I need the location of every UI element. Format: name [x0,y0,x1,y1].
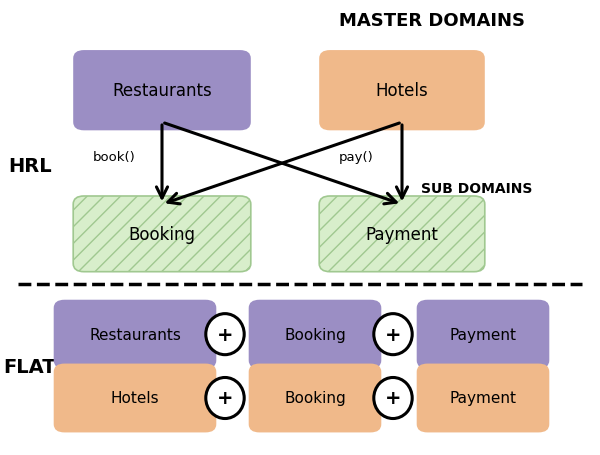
Text: Booking: Booking [284,327,346,342]
Text: +: + [385,325,401,344]
FancyBboxPatch shape [54,300,216,369]
Text: SUB DOMAINS: SUB DOMAINS [421,182,533,196]
Text: Payment: Payment [449,327,517,342]
Ellipse shape [206,378,244,419]
Text: book(): book() [93,151,136,163]
Text: +: + [217,389,233,408]
Text: +: + [217,325,233,344]
FancyBboxPatch shape [249,364,382,432]
Text: +: + [385,389,401,408]
FancyBboxPatch shape [73,197,251,272]
Text: Hotels: Hotels [376,82,428,100]
Text: pay(): pay() [339,151,374,163]
FancyBboxPatch shape [54,364,216,432]
FancyBboxPatch shape [249,300,382,369]
Text: Hotels: Hotels [110,391,160,405]
Text: Booking: Booking [128,225,196,243]
Text: MASTER DOMAINS: MASTER DOMAINS [339,11,525,30]
Ellipse shape [374,378,412,419]
Text: HRL: HRL [8,157,52,176]
Text: Payment: Payment [365,225,439,243]
FancyBboxPatch shape [416,364,550,432]
FancyBboxPatch shape [319,51,485,131]
Text: Restaurants: Restaurants [89,327,181,342]
Text: Restaurants: Restaurants [112,82,212,100]
Text: Booking: Booking [284,391,346,405]
Text: Payment: Payment [449,391,517,405]
Text: FLAT: FLAT [4,357,56,376]
Ellipse shape [374,314,412,355]
FancyBboxPatch shape [73,51,251,131]
FancyBboxPatch shape [319,197,485,272]
Ellipse shape [206,314,244,355]
FancyBboxPatch shape [416,300,550,369]
